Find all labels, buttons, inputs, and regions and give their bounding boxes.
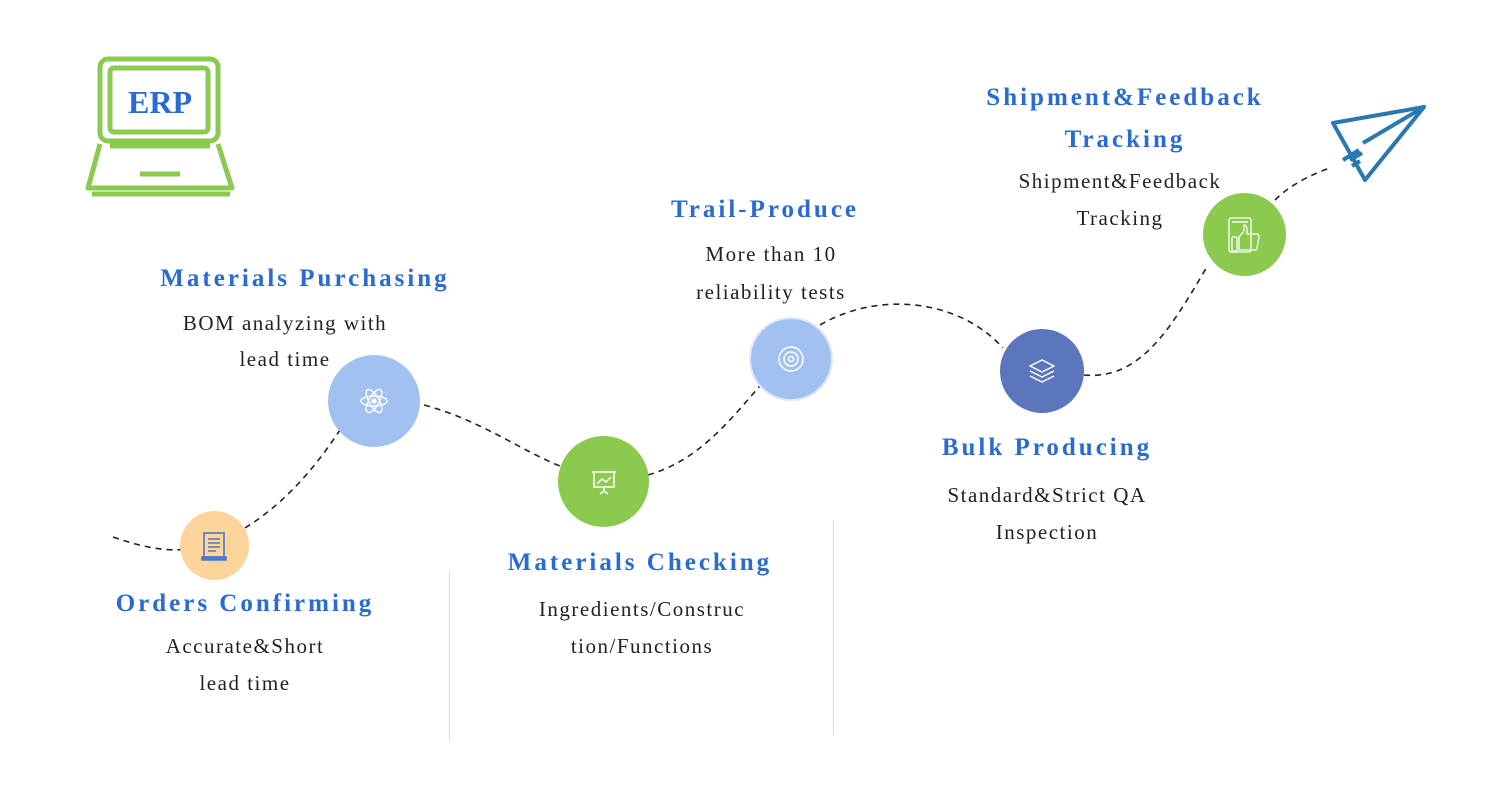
target-icon bbox=[778, 346, 804, 372]
thumbs-up-icon bbox=[1227, 216, 1260, 253]
step-title: Bulk Producing bbox=[941, 434, 1153, 461]
dashed-path bbox=[112, 167, 1331, 551]
step-desc: Tracking bbox=[1076, 206, 1164, 230]
step-circle-checking bbox=[558, 436, 649, 527]
logo-text: ERP bbox=[128, 84, 192, 120]
divider bbox=[449, 570, 450, 740]
step-circle-orders bbox=[180, 511, 249, 580]
step-desc: lead time bbox=[199, 671, 291, 695]
step-title: Orders Confirming bbox=[115, 590, 375, 617]
step-desc: Ingredients/Construc bbox=[538, 597, 746, 621]
step-circle-shipment bbox=[1203, 193, 1286, 276]
step-desc: Standard&Strict QA bbox=[947, 483, 1147, 507]
laptop-icon bbox=[85, 56, 235, 197]
step-circle-trail bbox=[751, 319, 831, 399]
atom-icon bbox=[360, 388, 388, 414]
step-circle-bulk bbox=[1000, 329, 1084, 413]
presentation-icon bbox=[591, 470, 616, 495]
step-desc: Accurate&Short bbox=[165, 634, 325, 658]
step-title: Materials Purchasing bbox=[160, 265, 450, 292]
step-desc: BOM analyzing with bbox=[182, 311, 388, 335]
document-icon bbox=[200, 531, 227, 561]
step-desc: Inspection bbox=[995, 520, 1099, 544]
step-desc: tion/Functions bbox=[570, 634, 714, 658]
step-title: Tracking bbox=[1064, 126, 1186, 153]
step-desc: lead time bbox=[239, 347, 331, 371]
step-desc: reliability tests bbox=[696, 280, 846, 304]
step-circle-purchasing bbox=[328, 355, 420, 447]
step-title: Trail-Produce bbox=[670, 196, 860, 223]
step-title: Shipment&Feedback bbox=[986, 84, 1264, 111]
step-title: Materials Checking bbox=[507, 549, 773, 576]
step-desc: Shipment&Feedback bbox=[1018, 169, 1222, 193]
paper-plane-icon bbox=[1331, 105, 1426, 182]
divider bbox=[833, 520, 834, 735]
layers-icon bbox=[1029, 359, 1055, 383]
step-desc: More than 10 bbox=[705, 242, 837, 266]
